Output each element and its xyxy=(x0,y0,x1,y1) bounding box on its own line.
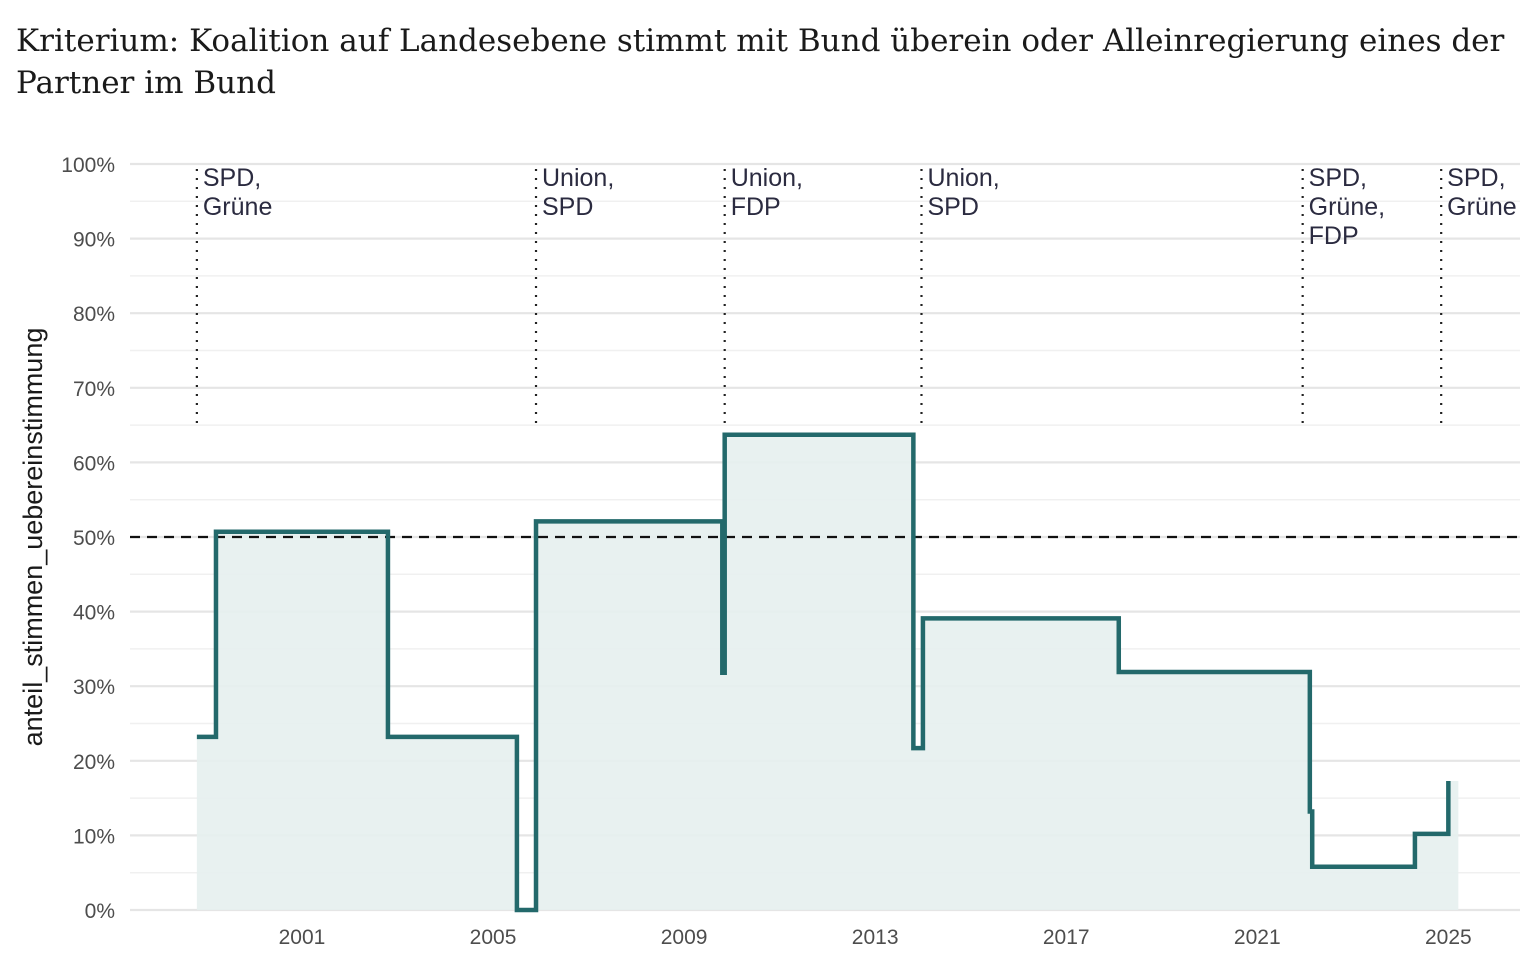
y-tick-label: 80% xyxy=(73,303,115,326)
coalition-label: SPD, xyxy=(203,164,261,192)
y-tick-label: 20% xyxy=(73,751,115,774)
x-tick-label: 2025 xyxy=(1425,926,1472,949)
y-tick-label: 90% xyxy=(73,229,115,252)
coalition-label: FDP xyxy=(1309,222,1359,250)
x-tick-label: 2009 xyxy=(661,926,708,949)
x-tick-label: 2001 xyxy=(279,926,326,949)
x-tick-label: 2017 xyxy=(1043,926,1090,949)
y-tick-label: 0% xyxy=(85,900,115,923)
y-tick-label: 70% xyxy=(73,378,115,401)
y-tick-label: 30% xyxy=(73,676,115,699)
coalition-label: Grüne xyxy=(1447,193,1516,221)
coalition-label: Union, xyxy=(927,164,999,192)
y-tick-label: 40% xyxy=(73,602,115,625)
y-axis-label: anteil_stimmen_uebereinstimmung xyxy=(18,328,48,747)
series-line xyxy=(196,432,1451,913)
y-axis-ticks: 0% 10% 20% 30% 40% 50% 60% 70% 80% 90% 100% xyxy=(61,154,115,923)
coalition-label: FDP xyxy=(731,193,781,221)
y-tick-label: 10% xyxy=(73,825,115,848)
area-fill xyxy=(196,434,1459,910)
y-tick-label: 50% xyxy=(73,527,115,550)
coalition-label: Grüne xyxy=(203,193,272,221)
x-tick-label: 2005 xyxy=(470,926,517,949)
area-layer xyxy=(196,434,1459,910)
coalition-label: SPD xyxy=(542,193,593,221)
coalition-label: SPD, xyxy=(1309,164,1367,192)
x-tick-label: 2013 xyxy=(852,926,899,949)
chart-title: Kriterium: Koalition auf Landesebene sti… xyxy=(16,23,1505,101)
y-tick-label: 100% xyxy=(61,154,115,177)
series-line-layer xyxy=(196,432,1451,913)
x-tick-label: 2021 xyxy=(1234,926,1281,949)
coalition-label: SPD, xyxy=(1447,164,1505,192)
x-axis-ticks: 2001 2005 2009 2013 2017 2021 2025 xyxy=(279,926,1472,949)
government-change-lines xyxy=(195,169,1443,426)
coalition-label: SPD xyxy=(927,193,978,221)
y-tick-label: 60% xyxy=(73,452,115,475)
coalition-annotations: SPD,GrüneUnion,SPDUnion,FDPUnion,SPDSPD,… xyxy=(203,164,1517,250)
coalition-label: Union, xyxy=(542,164,614,192)
coalition-label: Union, xyxy=(731,164,803,192)
coalition-label: Grüne, xyxy=(1309,193,1385,221)
